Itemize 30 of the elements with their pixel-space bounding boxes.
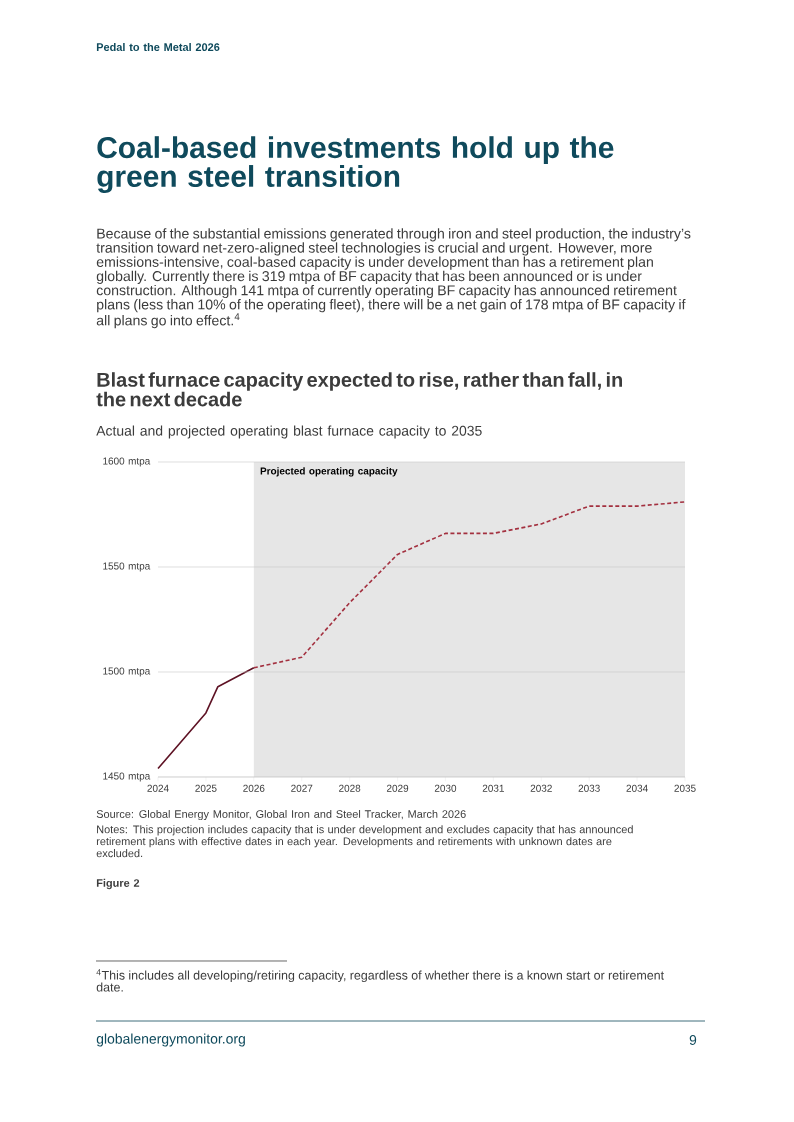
- text: Notes: This projection includes capacity that is under development and excludes capacity that has announced retirement plans with effective dates in each year. Developments and retirements with unknown dates are excluded.: [96, 825, 633, 858]
- text: $^{4}$This includes all developing/retiring capacity, regardless of whether there is a known start or retirement date.: [96, 969, 664, 992]
- caption: Figure 2: [96, 878, 140, 890]
- y-tick-label: 1500 mtpa: [103, 667, 151, 677]
- y-tick-label: 1550 mtpa: [103, 562, 151, 572]
- x-tick-label: 2028: [339, 784, 361, 792]
- x-tick-label: 2035: [674, 784, 696, 792]
- y-tick-label: 1450 mtpa: [103, 772, 151, 782]
- x-tick-label: 2027: [291, 784, 313, 792]
- x-tick-label: 2030: [434, 784, 457, 792]
- chart-title: Blast furnace capacity expected to rise, rather than fall, in the next decade: [96, 372, 623, 407]
- source-note: Source: Global Energy Monitor, Global Iron and Steel Tracker, March 2026: [96, 809, 466, 821]
- text: Coal-based investments hold up the green steel transition: [97, 136, 614, 194]
- chart-subtitle: Actual and projected operating blast furnace capacity to 2035: [96, 425, 482, 439]
- x-tick-label: 2029: [386, 784, 409, 792]
- x-tick-label: 2033: [578, 784, 600, 792]
- x-tick-label: 2025: [195, 784, 217, 792]
- text: 9: [689, 1035, 697, 1045]
- line-series: [253, 501, 686, 669]
- x-tick-label: 2031: [482, 784, 504, 792]
- x-tick-label: 2024: [147, 784, 169, 792]
- text: globalenergymonitor.org: [96, 1033, 245, 1047]
- band-label: Projected operating capacity: [260, 467, 398, 477]
- x-tick-label: 2026: [243, 784, 265, 792]
- x-tick-label: 2032: [530, 784, 552, 792]
- y-tick-label: 1600 mtpa: [103, 457, 151, 467]
- text: Because of the substantial emissions generated through iron and steel production, the industry’s transition toward net-zero-aligned steel technologies is crucial and urgent. However, more emissions-intensive, coal-based capacity is under development than has a retirement plan globally. Currently there is 319 mtpa of BF capacity that has been announced or is under construction. Although 141 mtpa of currently operating BF capacity has announced retirement plans (less than 10% of the operating fleet), there will be a net gain of 178 mtpa of BF capacity if all plans go into effect.$^{4}$: [96, 228, 691, 329]
- text: Pedal to the Metal 2026: [96, 42, 220, 52]
- x-tick-label: 2034: [626, 784, 648, 792]
- line-series: [157, 667, 255, 770]
